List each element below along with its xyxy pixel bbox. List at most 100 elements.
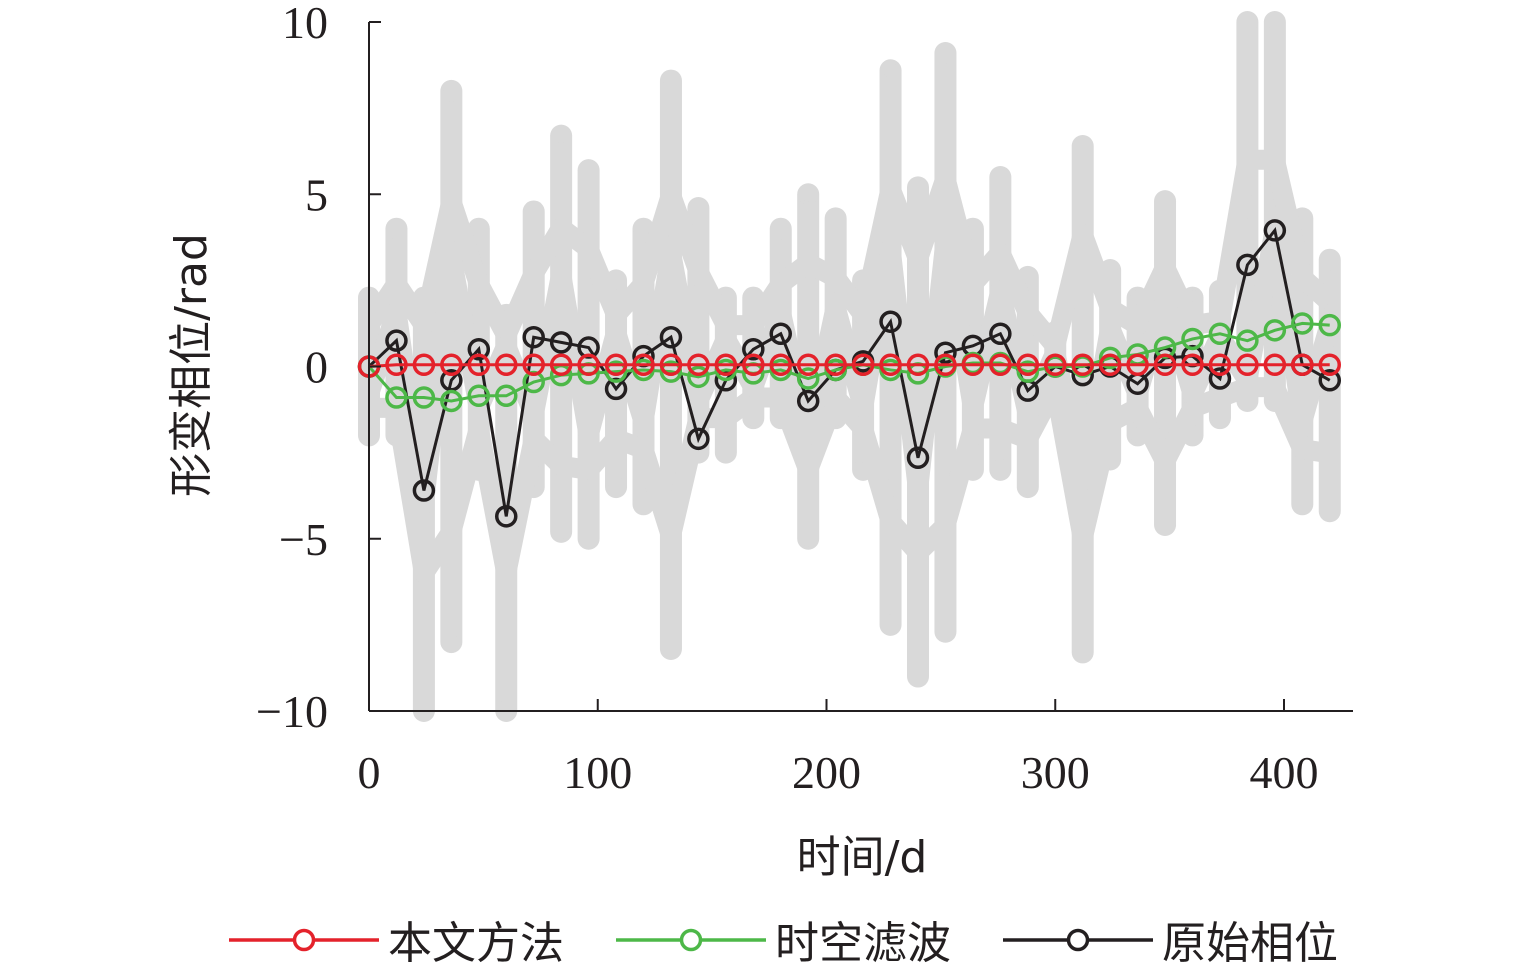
background-point	[1017, 476, 1039, 498]
x-tick-label: 400	[1250, 747, 1319, 798]
data-point-231f20	[495, 505, 518, 528]
data-point-e4222b	[577, 353, 600, 377]
background-point	[880, 59, 902, 81]
legend-label: 本文方法	[388, 918, 564, 969]
background-point	[1319, 249, 1341, 271]
data-point-4db848	[659, 360, 683, 383]
data-point-e4222b	[851, 353, 875, 377]
data-point-231f20	[1318, 369, 1341, 392]
background-point	[385, 218, 407, 240]
background-point	[715, 442, 737, 464]
data-point-e4222b	[1126, 353, 1149, 377]
ticks: 0 100 200 300 400 10 5 0 −5 −10	[256, 0, 1318, 798]
background-point	[1209, 407, 1231, 429]
background-point	[907, 666, 929, 688]
background-point	[825, 207, 847, 229]
data-point-e4222b	[1071, 353, 1094, 377]
data-point-e4222b	[1208, 353, 1232, 377]
y-axis-label: 形变相位/rad	[166, 233, 217, 497]
background-point	[770, 218, 792, 240]
data-point-e4222b	[632, 353, 655, 377]
data-point-231f20	[742, 338, 765, 361]
background-point	[797, 183, 819, 205]
background-point	[1291, 493, 1313, 515]
data-point-e4222b	[769, 353, 792, 377]
series-line-e4222b	[368, 363, 1330, 368]
data-point-e4222b	[1044, 353, 1067, 377]
x-tick-label: 100	[563, 747, 632, 798]
data-point-4db848	[1208, 322, 1232, 346]
data-point-4db848	[385, 386, 408, 409]
legend-label: 原始相位	[1162, 918, 1338, 969]
background-point	[440, 80, 462, 102]
data-point-e4222b	[879, 353, 902, 377]
data-point-e4222b	[659, 353, 683, 377]
data-point-4db848	[467, 384, 491, 408]
data-point-231f20	[934, 341, 957, 364]
data-point-231f20	[906, 446, 930, 470]
data-point-231f20	[687, 427, 710, 451]
x-tick-label: 0	[358, 747, 381, 798]
background-point	[880, 614, 902, 636]
y-tick-label: −5	[279, 514, 328, 565]
data-point-e4222b	[1181, 353, 1204, 377]
data-point-4db848	[440, 389, 463, 413]
data-point-231f20	[796, 389, 820, 413]
series-layer	[357, 219, 1341, 528]
y-tick-label: 10	[282, 0, 328, 48]
x-axis-label: 时间/d	[797, 832, 928, 883]
data-point-4db848	[1291, 312, 1314, 335]
data-point-4db848	[1181, 327, 1204, 351]
x-tick-label: 200	[792, 747, 861, 798]
data-point-231f20	[1208, 367, 1232, 390]
legend: 本文方法 时空滤波 原始相位	[229, 918, 1338, 969]
background-point	[1154, 514, 1176, 536]
data-point-231f20	[522, 325, 545, 349]
data-point-231f20	[604, 377, 628, 401]
data-point-231f20	[412, 479, 436, 502]
data-point-4db848	[1263, 319, 1287, 342]
background-point	[1264, 11, 1286, 33]
data-point-e4222b	[1291, 353, 1314, 377]
data-point-231f20	[385, 329, 408, 352]
background-point	[1236, 11, 1258, 33]
y-tick-label: 5	[305, 169, 328, 220]
data-point-e4222b	[412, 353, 436, 377]
data-point-231f20	[1263, 219, 1287, 242]
data-point-231f20	[989, 322, 1012, 346]
data-point-e4222b	[549, 353, 573, 377]
background-point	[578, 528, 600, 550]
background-series-line	[360, 149, 1337, 356]
background-point	[989, 459, 1011, 481]
data-point-231f20	[549, 331, 573, 354]
background-point	[440, 631, 462, 653]
data-point-4db848	[1318, 313, 1341, 337]
data-point-e4222b	[796, 353, 820, 377]
legend-label: 时空滤波	[775, 918, 951, 969]
data-point-4db848	[412, 386, 436, 409]
data-point-4db848	[604, 360, 628, 383]
x-tick-label: 300	[1021, 747, 1090, 798]
background-point	[1072, 641, 1094, 663]
data-point-e4222b	[824, 353, 847, 377]
series-line-4db848	[367, 321, 1330, 403]
data-point-e4222b	[742, 353, 765, 377]
background-point	[660, 70, 682, 92]
data-point-e4222b	[687, 353, 710, 377]
data-point-e4222b	[961, 353, 985, 377]
data-point-e4222b	[1318, 353, 1341, 377]
background-point	[687, 197, 709, 219]
background-point	[550, 521, 572, 543]
data-point-4db848	[796, 367, 820, 390]
background-point	[989, 166, 1011, 188]
background-point	[934, 621, 956, 643]
data-point-e4222b	[1098, 353, 1122, 377]
data-point-4db848	[1236, 329, 1259, 352]
data-point-e4222b	[604, 353, 628, 377]
y-tick-label: 0	[305, 342, 328, 393]
background-point	[605, 476, 627, 498]
y-tick-label: −10	[256, 686, 328, 737]
data-point-231f20	[1236, 253, 1259, 277]
data-point-e4222b	[934, 353, 957, 377]
legend-swatch-marker	[292, 928, 316, 952]
